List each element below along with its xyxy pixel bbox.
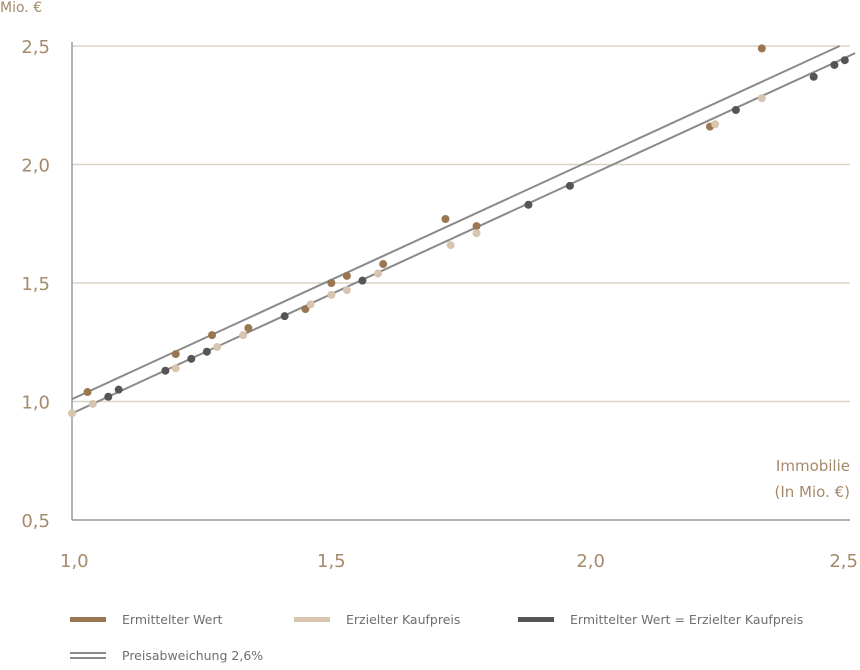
point-erzielter-kaufpreis-9 — [446, 241, 455, 250]
point-ermittelter-gleich-erzielt-4 — [202, 347, 211, 356]
y-tick-label-0: 0,5 — [21, 511, 50, 532]
legend: Ermittelter Wert Erzielter Kaufpreis Erm… — [70, 606, 850, 668]
x-tick-label-2: 2,0 — [576, 551, 605, 572]
point-ermittelter-wert-2 — [208, 331, 217, 340]
x-tick-label-3: 2,5 — [829, 551, 858, 572]
point-erzielter-kaufpreis-3 — [213, 342, 222, 351]
legend-item-erzielter-kaufpreis: Erzielter Kaufpreis — [294, 612, 460, 627]
point-erzielter-kaufpreis-10 — [472, 229, 481, 238]
point-ermittelter-gleich-erzielt-12 — [840, 56, 849, 65]
legend-label-erzielter-kaufpreis: Erzielter Kaufpreis — [346, 612, 461, 627]
axes — [71, 42, 850, 521]
legend-swatch-ermittelter-wert — [70, 617, 106, 622]
point-ermittelter-gleich-erzielt-0 — [104, 392, 113, 401]
point-ermittelter-wert-6 — [342, 271, 351, 280]
legend-item-ermittelter-wert: Ermittelter Wert — [70, 612, 223, 627]
point-ermittelter-gleich-erzielt-1 — [114, 385, 123, 394]
point-erzielter-kaufpreis-2 — [171, 364, 180, 373]
legend-label-ermittelter-wert: Ermittelter Wert — [122, 612, 223, 627]
point-ermittelter-gleich-erzielt-8 — [565, 181, 574, 190]
point-erzielter-kaufpreis-0 — [68, 409, 76, 418]
legend-label-ermittelter-gleich-erzielt: Ermittelter Wert = Erzielter Kaufpreis — [570, 612, 804, 627]
point-erzielter-kaufpreis-8 — [374, 269, 383, 278]
x-axis-title-line-2: (In Mio. €) — [774, 483, 850, 501]
x-tick-label-1: 1,5 — [317, 551, 346, 572]
point-erzielter-kaufpreis-7 — [342, 286, 351, 295]
legend-swatch-ermittelter-gleich-erzielt — [518, 617, 554, 622]
legend-item-preisabweichung: Preisabweichung 2,6% — [70, 648, 263, 663]
legend-swatch-preisabweichung — [70, 652, 106, 659]
legend-swatch-erzielter-kaufpreis — [294, 617, 330, 622]
point-ermittelter-wert-9 — [472, 222, 481, 231]
point-ermittelter-wert-4 — [301, 305, 310, 314]
point-erzielter-kaufpreis-11 — [711, 120, 720, 129]
point-ermittelter-wert-1 — [171, 350, 180, 359]
reference-lines — [71, 45, 856, 415]
x-tick-label-0: 1,0 — [60, 551, 89, 572]
y-tick-label-4: 2,5 — [21, 37, 50, 58]
y-tick-label-1: 1,0 — [21, 393, 50, 414]
data-points — [68, 44, 849, 418]
point-ermittelter-wert-3 — [244, 324, 253, 333]
point-ermittelter-gleich-erzielt-3 — [187, 354, 196, 363]
point-ermittelter-gleich-erzielt-7 — [524, 200, 533, 209]
point-ermittelter-wert-0 — [83, 388, 92, 397]
x-axis-title-line-1: Immobilie — [776, 457, 850, 475]
point-erzielter-kaufpreis-12 — [757, 94, 766, 103]
point-erzielter-kaufpreis-4 — [239, 331, 248, 340]
y-axis-unit: Mio. € — [0, 0, 42, 16]
y-tick-label-3: 2,0 — [21, 156, 50, 177]
point-ermittelter-gleich-erzielt-2 — [161, 366, 170, 375]
grid-lines — [72, 45, 850, 403]
point-erzielter-kaufpreis-5 — [306, 300, 315, 309]
point-ermittelter-wert-8 — [441, 215, 450, 224]
point-ermittelter-wert-7 — [379, 260, 388, 269]
point-ermittelter-wert-11 — [757, 44, 766, 53]
y-tick-label-2: 1,5 — [21, 274, 50, 295]
point-ermittelter-gleich-erzielt-5 — [280, 312, 289, 321]
reference-line-0 — [71, 45, 841, 401]
point-ermittelter-gleich-erzielt-6 — [358, 276, 367, 285]
point-ermittelter-gleich-erzielt-9 — [731, 105, 740, 114]
point-ermittelter-gleich-erzielt-11 — [830, 60, 839, 69]
reference-line-1 — [71, 52, 856, 415]
point-erzielter-kaufpreis-6 — [327, 290, 336, 299]
legend-label-preisabweichung: Preisabweichung 2,6% — [122, 648, 264, 663]
point-erzielter-kaufpreis-1 — [88, 399, 97, 408]
point-ermittelter-gleich-erzielt-10 — [809, 72, 818, 81]
legend-item-ermittelter-gleich-erzielt: Ermittelter Wert = Erzielter Kaufpreis — [518, 612, 803, 627]
point-ermittelter-wert-5 — [327, 279, 336, 287]
tick-labels: 0,5 1,0 1,5 2,0 2,5 1,0 1,5 2,0 2,5 — [21, 37, 858, 572]
